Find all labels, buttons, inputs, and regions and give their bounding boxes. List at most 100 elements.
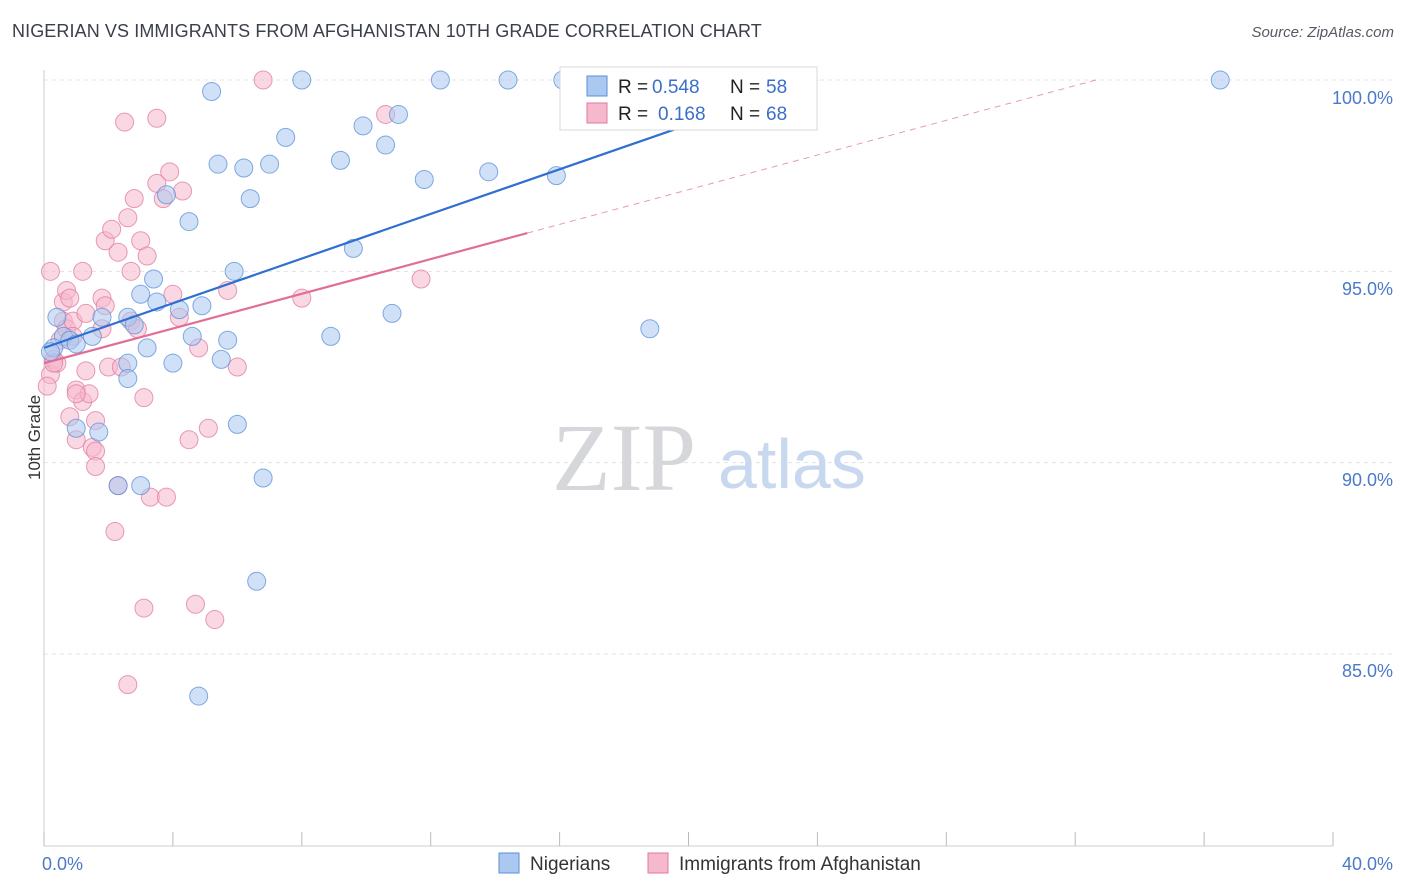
nigerians-point-0 — [47, 307, 67, 327]
afghanistan-point-48 — [156, 487, 176, 507]
chart-title: NIGERIAN VS IMMIGRANTS FROM AFGHANISTAN … — [12, 21, 762, 41]
afghanistan-point-41 — [134, 388, 154, 408]
nigerians-point-46 — [479, 162, 499, 182]
afghanistan-point-63 — [118, 675, 138, 695]
series-legend: Nigerians Immigrants from Afghanistan — [498, 852, 921, 875]
nigerians-point-23 — [192, 296, 212, 316]
afghanistan-point-53 — [185, 594, 205, 614]
nigerians-point-24 — [202, 81, 222, 101]
nigerians-point-22 — [182, 326, 202, 346]
afghanistan-point-59 — [253, 70, 273, 90]
afghanistan-point-64 — [66, 384, 86, 404]
nigerians-point-30 — [234, 158, 254, 178]
afghanistan-point-38 — [124, 189, 144, 209]
nigerians-point-18 — [156, 185, 176, 205]
afghanistan-point-35 — [118, 208, 138, 228]
x-tick-label-right: 40.0% — [1342, 854, 1393, 874]
afghanistan-point-30 — [105, 522, 125, 542]
afghanistan-point-37 — [121, 261, 141, 281]
legend-r-label-afghanistan: R = — [618, 104, 648, 125]
afghanistan-point-10 — [60, 288, 80, 308]
series-afghanistan-points — [37, 70, 431, 695]
nigerians-point-16 — [144, 269, 164, 289]
y-tick-label-100: 100.0% — [1332, 88, 1393, 108]
afghanistan-point-34 — [115, 112, 135, 132]
afghanistan-point-43 — [137, 246, 157, 266]
afghanistan-point-62 — [411, 269, 431, 289]
afghanistan-point-32 — [108, 242, 128, 262]
legend-n-value-afghanistan: 68 — [766, 104, 787, 125]
afghanistan-point-46 — [147, 108, 167, 128]
watermark: ZIP atlas — [552, 404, 866, 511]
nigerians-point-5 — [66, 334, 86, 354]
source-label: Source: ZipAtlas.com — [1251, 24, 1394, 41]
nigerians-point-19 — [163, 353, 183, 373]
afghanistan-point-3 — [37, 376, 57, 396]
nigerians-point-47 — [498, 70, 518, 90]
y-tick-label-85: 85.0% — [1342, 661, 1393, 681]
nigerians-point-11 — [118, 368, 138, 388]
nigerians-point-45 — [430, 70, 450, 90]
nigerians-point-34 — [260, 154, 280, 174]
nigerians-point-41 — [376, 135, 396, 155]
nigerians-point-28 — [224, 261, 244, 281]
afghanistan-point-56 — [205, 610, 225, 630]
trend-line-afghanistan — [43, 232, 528, 365]
afghanistan-point-24 — [86, 456, 106, 476]
nigerians-point-9 — [89, 422, 109, 442]
legend-r-value-afghanistan: 0.168 — [658, 104, 706, 125]
afghanistan-point-17 — [73, 261, 93, 281]
nigerians-point-37 — [321, 326, 341, 346]
x-ticks — [43, 832, 1334, 846]
legend-swatch-afghanistan — [586, 102, 608, 124]
bottom-legend-label-nigerians[interactable]: Nigerians — [530, 854, 610, 875]
stats-legend: R = 0.548 N = 58 R = 0.168 N = 68 — [559, 66, 818, 131]
nigerians-point-15 — [137, 338, 157, 358]
nigerians-point-35 — [276, 127, 296, 147]
afghanistan-point-18 — [76, 303, 96, 323]
nigerians-point-57 — [131, 476, 151, 496]
legend-r-label-nigerians: R = — [618, 77, 648, 98]
nigerians-point-43 — [388, 104, 408, 124]
nigerians-point-7 — [92, 307, 112, 327]
nigerians-point-21 — [179, 212, 199, 232]
nigerians-point-31 — [240, 189, 260, 209]
legend-n-label-nigerians: N = — [730, 77, 760, 98]
nigerians-point-42 — [382, 303, 402, 323]
afghanistan-point-42 — [134, 598, 154, 618]
bottom-legend-label-afghanistan[interactable]: Immigrants from Afghanistan — [679, 854, 921, 875]
afghanistan-point-51 — [173, 181, 193, 201]
legend-swatch-nigerians — [586, 75, 608, 97]
legend-r-value-nigerians: 0.548 — [652, 77, 700, 98]
nigerians-point-55 — [189, 686, 209, 706]
bottom-legend-swatch-nigerians[interactable] — [498, 852, 520, 874]
nigerians-point-38 — [330, 150, 350, 170]
nigerians-point-8 — [66, 418, 86, 438]
afghanistan-point-52 — [179, 430, 199, 450]
afghanistan-point-29 — [102, 219, 122, 239]
afghanistan-point-49 — [160, 162, 180, 182]
nigerians-point-26 — [211, 349, 231, 369]
nigerians-point-40 — [353, 116, 373, 136]
bottom-legend-swatch-afghanistan[interactable] — [647, 852, 669, 874]
legend-n-label-afghanistan: N = — [730, 104, 760, 125]
nigerians-point-36 — [292, 70, 312, 90]
nigerians-point-39 — [343, 238, 363, 258]
watermark-zip: ZIP — [552, 404, 696, 511]
afghanistan-point-19 — [76, 361, 96, 381]
nigerians-point-56 — [108, 476, 128, 496]
x-tick-label-left: 0.0% — [42, 854, 83, 874]
nigerians-point-54 — [1210, 70, 1230, 90]
y-tick-label-95: 95.0% — [1342, 279, 1393, 299]
series-nigerians-points — [40, 70, 1230, 706]
afghanistan-point-58 — [227, 357, 247, 377]
nigerians-point-27 — [218, 330, 238, 350]
nigerians-point-14 — [131, 284, 151, 304]
nigerians-point-44 — [414, 169, 434, 189]
nigerians-point-33 — [253, 468, 273, 488]
legend-n-value-nigerians: 58 — [766, 77, 787, 98]
nigerians-point-25 — [208, 154, 228, 174]
afghanistan-point-0 — [40, 261, 60, 281]
y-tick-label-90: 90.0% — [1342, 470, 1393, 490]
